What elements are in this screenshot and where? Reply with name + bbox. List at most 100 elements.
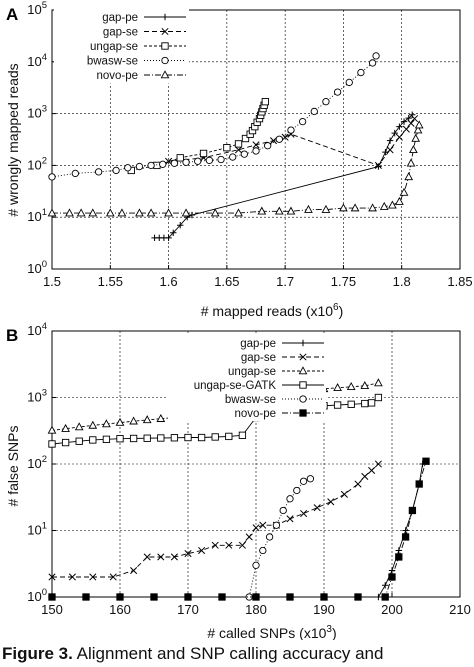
y-tick-base: 10 [27, 157, 41, 172]
data-point [75, 437, 83, 445]
data-point [368, 59, 377, 67]
legend-marker [161, 13, 169, 21]
series-line [52, 463, 379, 578]
data-point [252, 147, 260, 155]
data-point [241, 134, 250, 143]
x-tick-label: 170 [177, 602, 199, 617]
data-point [223, 144, 231, 152]
y-tick-base: 10 [27, 523, 41, 538]
data-point [395, 553, 403, 561]
data-point [71, 169, 79, 178]
panel-b-legend: gap-pe gap-se ungap-se ungap-se-GATK bwasw-s… [168, 335, 326, 421]
legend-marker [299, 339, 307, 347]
series-novo-pe [47, 120, 424, 217]
data-point [47, 208, 57, 217]
data-point [88, 420, 98, 429]
data-point [142, 415, 152, 424]
panel-a-y-axis-label: # wrongly mapped reads [5, 63, 21, 216]
data-point [112, 166, 120, 175]
x-tick-label: 150 [41, 602, 63, 617]
y-tick-exponent: 5 [42, 0, 47, 11]
legend-label: novo-pe [234, 408, 276, 420]
panel-b-x-axis-label: # called SNPs (x103) [207, 624, 336, 640]
data-point [147, 161, 155, 170]
series-line [168, 118, 415, 166]
y-tick-base: 10 [27, 106, 41, 121]
data-point [388, 567, 396, 574]
data-point [176, 154, 184, 162]
data-point [252, 524, 260, 532]
data-point [264, 142, 272, 150]
data-point [298, 117, 307, 126]
y-tick-exponent: 1 [42, 207, 47, 218]
x-tick-label: 1.55 [98, 274, 123, 289]
y-tick-label: 102 [27, 155, 47, 172]
data-point [391, 129, 398, 137]
data-point [409, 145, 418, 154]
data-point [259, 546, 267, 555]
data-point [372, 52, 380, 60]
data-point [357, 68, 365, 77]
y-tick-label: 103 [27, 388, 47, 405]
data-point [89, 436, 97, 444]
data-point [339, 203, 348, 212]
data-point [234, 146, 243, 154]
legend-label: bwasw-se [87, 56, 138, 68]
figure: A 1.5 1.55 1.6 1.65 1.7 1.75 1.8 1.851001011021… [5, 0, 473, 640]
panel-a-ticks: 1.5 1.55 1.6 1.65 1.7 1.75 1.8 1.85100101102103… [27, 0, 472, 289]
y-tick-base: 10 [27, 323, 41, 338]
data-point [281, 133, 289, 141]
data-point [361, 399, 369, 408]
data-point [210, 208, 220, 217]
data-point [286, 593, 294, 601]
legend-marker [299, 395, 307, 403]
data-point [177, 222, 184, 229]
data-point [135, 162, 144, 171]
data-point [414, 120, 424, 129]
data-point [48, 573, 56, 581]
y-tick-exponent: 4 [42, 321, 47, 332]
panel-a-legend: gap-pe gap-se ungap-se bwasw-se novo-pe [54, 9, 189, 84]
data-point [252, 561, 260, 569]
legend-label: gap-se [103, 27, 138, 39]
data-point [396, 123, 403, 130]
y-tick-label: 100 [27, 259, 47, 276]
legend-marker [161, 27, 169, 36]
legend-label: gap-se [241, 352, 276, 364]
data-point [184, 593, 192, 601]
data-point [48, 440, 56, 448]
data-point [238, 431, 247, 439]
data-point [300, 509, 308, 518]
data-point [165, 234, 172, 242]
legend-background [168, 335, 326, 421]
data-point [313, 504, 321, 512]
x-tick-label: 190 [313, 602, 335, 617]
data-point [211, 433, 219, 441]
data-point [350, 203, 360, 212]
data-point [388, 200, 397, 209]
y-tick-exponent: 0 [42, 587, 47, 598]
legend-marker [298, 366, 308, 375]
x-tick-label: 1.75 [331, 274, 356, 289]
panel-b-y-axis-label: # false SNPs [5, 426, 21, 507]
data-point [109, 573, 117, 581]
data-point [164, 208, 173, 217]
data-point [310, 107, 318, 116]
data-point [135, 208, 144, 217]
data-point [146, 208, 156, 217]
x-tick-label: 1.6 [160, 274, 178, 289]
data-point [170, 159, 179, 167]
data-point [218, 593, 226, 601]
data-point [150, 593, 158, 601]
data-point [411, 133, 421, 142]
legend-marker [160, 70, 170, 79]
y-tick-label: 104 [27, 52, 47, 69]
data-point [272, 521, 281, 529]
data-point [211, 541, 219, 549]
data-point [381, 593, 389, 601]
data-point [197, 433, 206, 442]
x-tick-label: 1.7 [276, 274, 294, 289]
data-point [259, 521, 267, 529]
y-tick-label: 104 [27, 321, 47, 338]
data-point [252, 141, 260, 149]
